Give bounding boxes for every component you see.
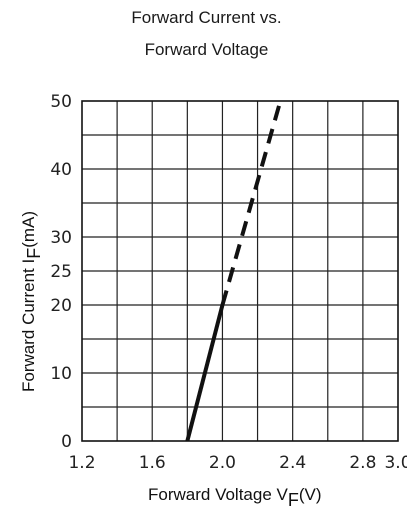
plot-frame	[81, 100, 399, 442]
x-tick-label: 3.0	[384, 453, 407, 473]
y-tick-label: 50	[50, 92, 72, 112]
y-axis-label-main: Forward Current I	[19, 259, 38, 392]
y-tick-label: 10	[50, 364, 72, 384]
series-layer	[185, 100, 283, 442]
x-tick-label: 1.6	[139, 453, 166, 473]
x-tick-label: 2.8	[349, 453, 376, 473]
series-line-solid	[185, 304, 225, 442]
y-tick-label: 0	[61, 432, 72, 452]
y-axis-label: Forward Current IF(mA)	[19, 211, 44, 392]
series-line-dashed	[220, 100, 283, 306]
x-axis-label: Forward Voltage VF(V)	[148, 485, 322, 510]
y-tick-labels: 0 10 20 25 30 40 50	[50, 92, 72, 452]
chart-title-line-2: Forward Voltage	[144, 40, 269, 59]
x-axis-label-main: Forward Voltage V	[148, 485, 289, 504]
x-tick-label: 1.2	[68, 453, 95, 473]
y-tick-label: 20	[50, 296, 72, 316]
plot-border	[81, 100, 399, 442]
x-tick-label: 2.0	[209, 453, 236, 473]
x-tick-labels: 1.2 1.6 2.0 2.4 2.8 3.0	[68, 453, 407, 473]
y-tick-label: 40	[50, 160, 72, 180]
y-tick-label: 30	[50, 228, 72, 248]
chart-title-line-1: Forward Current vs.	[131, 8, 282, 27]
x-tick-label: 2.4	[279, 453, 306, 473]
x-axis-label-subscript: F	[288, 490, 299, 510]
y-tick-label: 25	[50, 262, 72, 282]
y-axis-label-unit: (mA)	[19, 211, 38, 248]
x-axis-label-unit: (V)	[299, 485, 322, 504]
grid-layer	[82, 101, 398, 441]
y-axis-label-subscript: F	[24, 248, 44, 259]
